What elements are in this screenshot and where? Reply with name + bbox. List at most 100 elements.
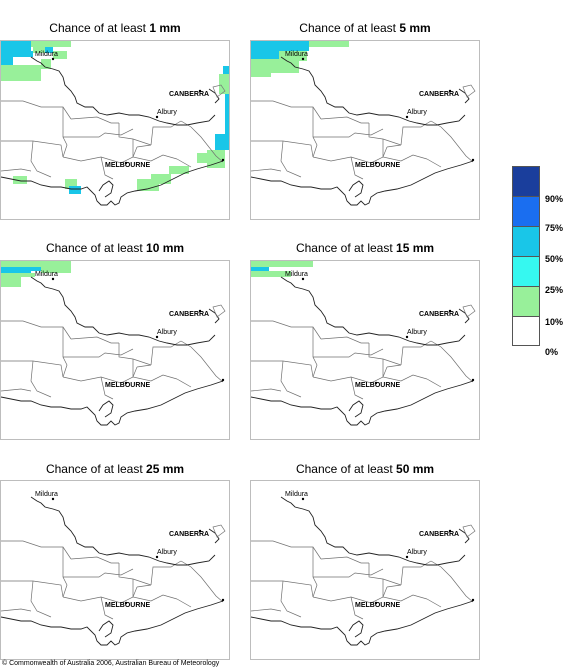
- title-prefix: Chance of at least: [45, 462, 147, 476]
- probability-shading: [31, 267, 41, 271]
- probability-shading: [1, 41, 31, 51]
- probability-shading: [219, 74, 229, 94]
- city-dot: [198, 529, 202, 533]
- victoria-map: Mildura CANBERRA Albury MELBOURNE: [1, 491, 226, 646]
- act-boundary: [212, 524, 226, 538]
- coastline-and-river: [251, 56, 474, 206]
- legend-swatch-0: [512, 316, 540, 346]
- city-dot: [448, 309, 452, 313]
- probability-shading: [295, 51, 307, 61]
- legend-label-25: 25%: [545, 285, 564, 295]
- probability-shading: [251, 51, 279, 59]
- city-dot: [155, 555, 159, 559]
- city-label-albury: Albury: [157, 329, 177, 336]
- city-dot: [51, 277, 55, 281]
- title-prefix: Chance of at least: [299, 21, 400, 35]
- panel-title-5mm: Chance of at least 5 mm: [250, 21, 480, 35]
- act-boundary: [462, 524, 476, 538]
- map-panel-10mm: Mildura CANBERRA Albury MELBOURNE: [0, 260, 230, 440]
- city-label-melbourne: MELBOURNE: [105, 602, 150, 609]
- city-dot: [471, 598, 475, 602]
- city-label-melbourne: MELBOURNE: [355, 602, 400, 609]
- city-dot: [221, 158, 225, 162]
- city-dot: [301, 497, 305, 501]
- title-prefix: Chance of at least: [49, 21, 150, 35]
- copyright-notice: © Commonwealth of Australia 2006, Austra…: [2, 660, 220, 667]
- panel-title-25mm: Chance of at least 25 mm: [0, 462, 230, 476]
- title-amount: 10 mm: [146, 241, 185, 255]
- city-label-albury: Albury: [157, 109, 177, 116]
- map-panel-15mm: Mildura CANBERRA Albury MELBOURNE: [250, 260, 480, 440]
- map-panel-50mm: Mildura CANBERRA Albury MELBOURNE: [250, 480, 480, 660]
- probability-shading: [1, 65, 41, 81]
- probability-shading: [251, 41, 309, 51]
- probability-shading: [251, 73, 271, 77]
- probability-shading: [53, 51, 67, 59]
- probability-shading: [1, 51, 13, 65]
- city-label-albury: Albury: [407, 329, 427, 336]
- title-amount: 1 mm: [149, 21, 181, 35]
- legend-label-0: 0%: [545, 347, 559, 357]
- city-dot: [51, 57, 55, 61]
- legend-swatch-10: [512, 286, 540, 316]
- city-label-mildura: Mildura: [285, 271, 308, 278]
- city-label-melbourne: MELBOURNE: [105, 162, 150, 169]
- act-boundary: [212, 84, 226, 98]
- city-dot: [124, 601, 128, 605]
- probability-shading: [151, 174, 171, 184]
- city-label-mildura: Mildura: [35, 491, 58, 498]
- probability-shading: [251, 59, 299, 73]
- victoria-map: Mildura CANBERRA Albury MELBOURNE: [1, 41, 229, 206]
- probability-shading: [31, 41, 71, 47]
- city-dot: [221, 378, 225, 382]
- city-dot: [221, 598, 225, 602]
- city-dot: [124, 161, 128, 165]
- city-label-albury: Albury: [407, 549, 427, 556]
- city-dot: [405, 555, 409, 559]
- probability-shading: [215, 134, 229, 150]
- probability-shading: [21, 273, 35, 277]
- legend-label-10: 10%: [545, 317, 564, 327]
- city-dot: [155, 335, 159, 339]
- map-panel-1mm: Mildura CANBERRA Albury MELBOURNE: [0, 40, 230, 220]
- coastline-and-river: [1, 496, 224, 646]
- city-dot: [374, 601, 378, 605]
- probability-shading: [1, 261, 71, 267]
- panel-title-10mm: Chance of at least 10 mm: [0, 241, 230, 255]
- coastline-and-river: [1, 276, 224, 426]
- victoria-map: Mildura CANBERRA Albury MELBOURNE: [251, 41, 476, 206]
- city-dot: [374, 381, 378, 385]
- legend-swatch-25: [512, 256, 540, 286]
- probability-legend: [512, 166, 540, 346]
- city-dot: [301, 277, 305, 281]
- probability-shading: [279, 51, 295, 59]
- city-dot: [155, 115, 159, 119]
- city-label-canberra: CANBERRA: [169, 311, 209, 318]
- act-boundary: [212, 304, 226, 318]
- probability-shading: [251, 271, 291, 277]
- panel-title-50mm: Chance of at least 50 mm: [250, 462, 480, 476]
- legend-swatch-75: [512, 196, 540, 226]
- city-dot: [448, 89, 452, 93]
- legend-label-50: 50%: [545, 254, 564, 264]
- city-dot: [198, 89, 202, 93]
- probability-shading: [33, 47, 45, 53]
- probability-shading: [169, 166, 189, 174]
- probability-shading: [309, 41, 349, 47]
- probability-shading: [137, 179, 159, 191]
- probability-shading: [223, 66, 229, 74]
- district-boundaries: [251, 100, 474, 180]
- probability-shading: [207, 150, 225, 168]
- probability-shading: [41, 267, 71, 273]
- victoria-map: Mildura CANBERRA Albury MELBOURNE: [1, 261, 226, 426]
- city-label-canberra: CANBERRA: [419, 531, 459, 538]
- probability-shading: [251, 267, 269, 271]
- city-label-albury: Albury: [157, 549, 177, 556]
- map-panel-5mm: Mildura CANBERRA Albury MELBOURNE: [250, 40, 480, 220]
- title-amount: 25 mm: [146, 462, 185, 476]
- title-prefix: Chance of at least: [295, 241, 397, 255]
- city-label-mildura: Mildura: [35, 51, 58, 58]
- city-label-albury: Albury: [407, 109, 427, 116]
- victoria-map: Mildura CANBERRA Albury MELBOURNE: [251, 261, 476, 426]
- city-label-mildura: Mildura: [35, 271, 58, 278]
